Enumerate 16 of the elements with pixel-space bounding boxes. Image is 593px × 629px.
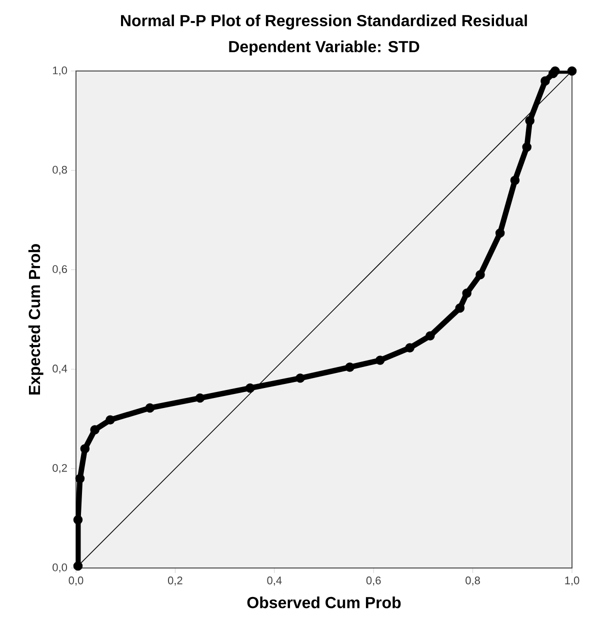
x-tick-label: 1,0 bbox=[565, 576, 580, 586]
y-tick-label: 0,6 bbox=[52, 265, 67, 274]
y-tick-label: 0,8 bbox=[52, 166, 67, 175]
x-tick-label: 0,8 bbox=[466, 576, 480, 586]
chart-subtitle: Dependent Variable: STD bbox=[229, 40, 420, 56]
x-tick-label: 0,2 bbox=[168, 576, 182, 586]
x-tick-label: 0,0 bbox=[68, 576, 84, 586]
x-axis-title: Observed Cum Prob bbox=[247, 596, 401, 608]
y-tick-label: 1,0 bbox=[53, 66, 68, 76]
chart-title: Normal P-P Plot of Regression Standardized Residual bbox=[121, 14, 527, 30]
y-tick-label: 0,2 bbox=[52, 464, 67, 474]
y-tick-label: 0,4 bbox=[52, 364, 68, 374]
y-tick-label: 0,0 bbox=[52, 563, 68, 573]
y-axis-title: Expected Cum Prob bbox=[28, 244, 44, 394]
x-tick-label: 0,6 bbox=[366, 576, 381, 586]
x-tick-label: 0,4 bbox=[267, 576, 282, 586]
